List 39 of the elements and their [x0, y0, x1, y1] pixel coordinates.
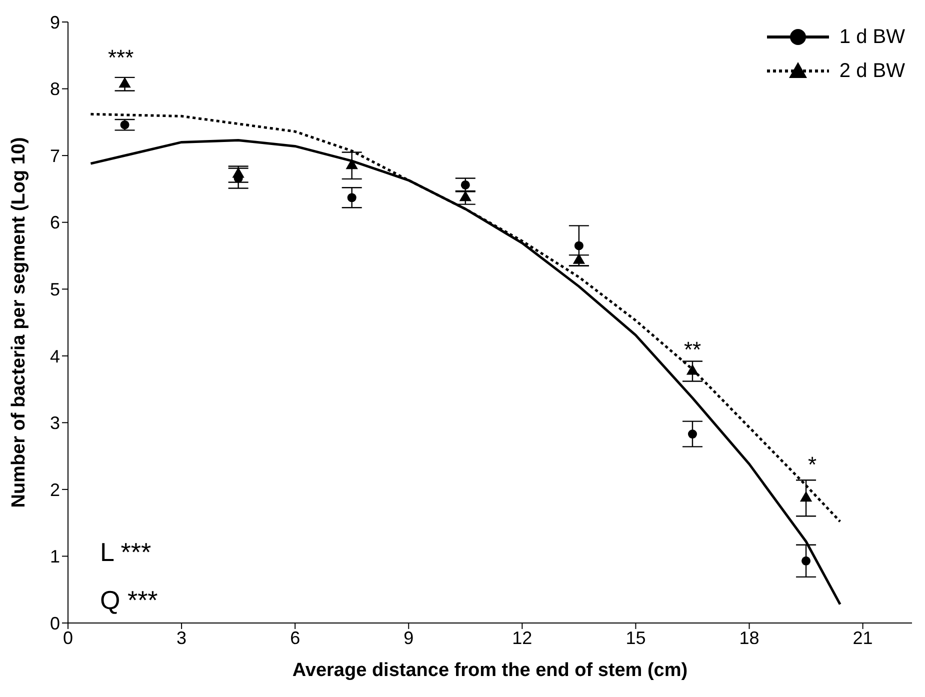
point: [346, 158, 358, 170]
x-tick-label: 21: [852, 628, 873, 648]
legend-label: 1 d BW: [839, 26, 905, 48]
x-tick-label: 0: [62, 628, 74, 648]
y-tick-label: 1: [50, 546, 60, 567]
x-tick-label: 3: [176, 628, 187, 648]
point: [800, 491, 812, 502]
point: [120, 120, 130, 130]
y-tick-label: 9: [50, 12, 60, 32]
point: [347, 193, 356, 202]
point: [574, 241, 584, 250]
y-tick-label: 4: [50, 346, 60, 366]
point: [460, 180, 470, 190]
point: [118, 77, 131, 88]
y-tick-label: 3: [50, 413, 60, 434]
x-tick-label: 9: [404, 628, 414, 648]
y-tick-label: 0: [50, 613, 60, 634]
annotation: **: [684, 337, 702, 362]
point: [688, 430, 697, 439]
x-tick-label: 12: [512, 628, 532, 648]
y-tick-label: 6: [50, 212, 60, 233]
point: [459, 190, 472, 202]
point: [232, 167, 244, 178]
y-tick-label: 7: [50, 146, 60, 166]
point: [802, 556, 811, 566]
x-tick-label: 6: [290, 628, 300, 648]
y-tick-label: 5: [50, 280, 60, 300]
legend-label: 2 d BW: [839, 60, 905, 82]
y-tick-label: 2: [50, 480, 60, 500]
annotation: L ***: [100, 537, 152, 567]
x-axis-title: Average distance from the end of stem (cm): [292, 660, 688, 681]
annotation: *: [808, 452, 817, 478]
annotation: ***: [108, 45, 134, 70]
x-tick-label: 15: [626, 628, 646, 648]
x-tick-label: 18: [739, 628, 760, 648]
point: [686, 364, 699, 375]
y-tick-label: 8: [50, 79, 60, 100]
y-axis-title: Number of bacteria per segment (Log 10): [8, 137, 30, 508]
annotation: Q ***: [100, 585, 158, 615]
